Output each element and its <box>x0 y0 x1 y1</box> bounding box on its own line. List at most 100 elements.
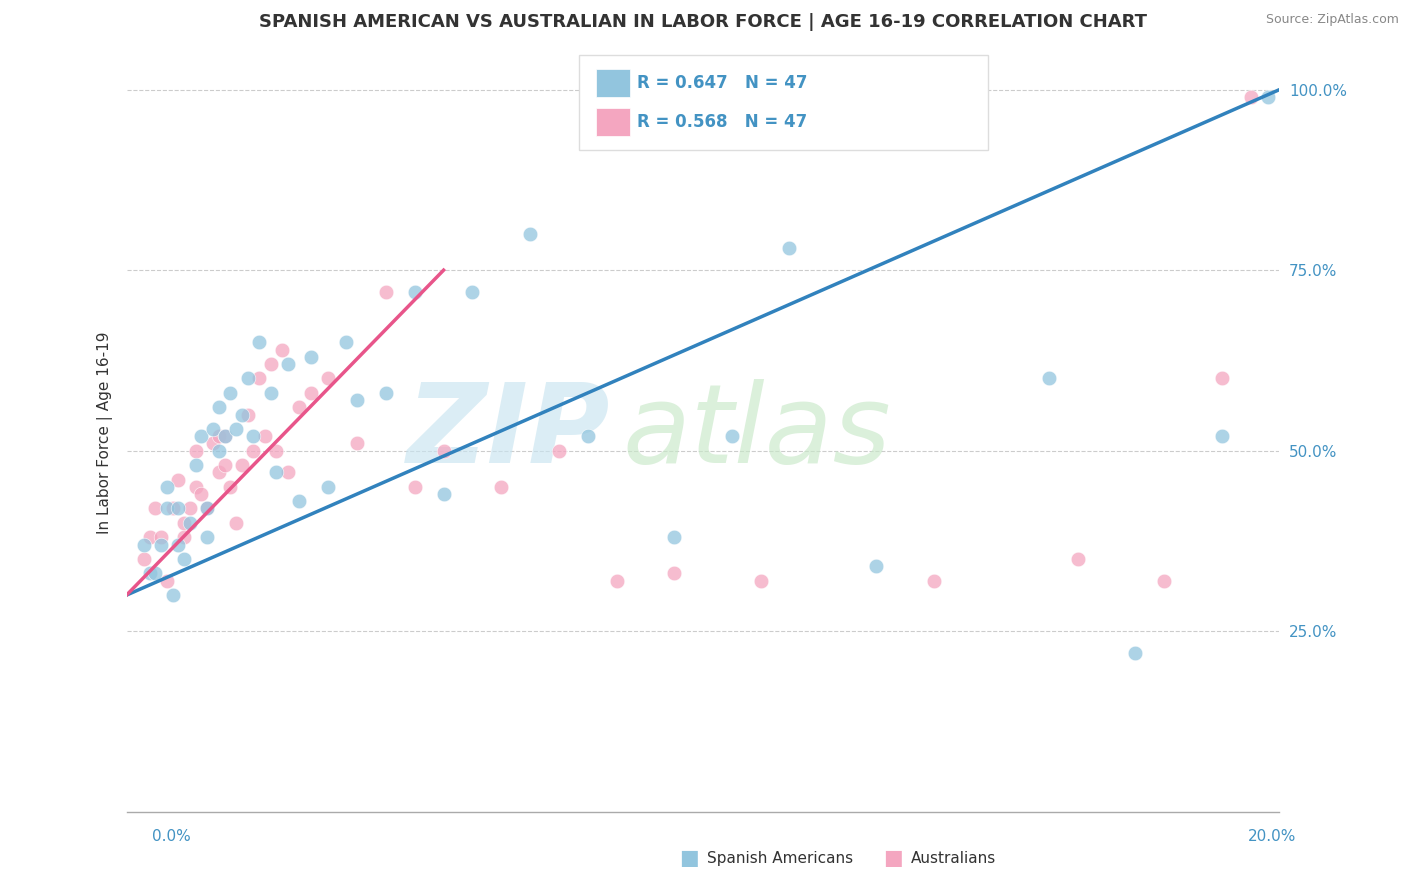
Point <box>138 566 160 581</box>
Point <box>865 559 887 574</box>
Point <box>167 537 190 551</box>
Point <box>299 350 322 364</box>
Point <box>1257 90 1279 104</box>
Point <box>271 343 294 357</box>
Point <box>1125 646 1147 660</box>
Point <box>242 429 264 443</box>
Point <box>231 458 253 472</box>
Point <box>1240 90 1263 104</box>
Point <box>184 443 207 458</box>
Point <box>404 285 426 299</box>
Point <box>318 371 340 385</box>
Point <box>208 466 231 480</box>
Point <box>156 574 179 588</box>
Point <box>162 501 184 516</box>
Point <box>173 530 195 544</box>
Point <box>150 530 173 544</box>
Point <box>266 466 288 480</box>
Point <box>138 530 160 544</box>
Text: ■: ■ <box>883 848 903 868</box>
Point <box>664 530 686 544</box>
Text: Source: ZipAtlas.com: Source: ZipAtlas.com <box>1265 13 1399 27</box>
Point <box>346 436 368 450</box>
Point <box>288 494 311 508</box>
Text: ■: ■ <box>679 848 699 868</box>
Point <box>132 552 155 566</box>
Point <box>208 443 231 458</box>
Point <box>184 480 207 494</box>
Point <box>132 537 155 551</box>
Text: ZIP: ZIP <box>408 379 610 486</box>
Point <box>162 588 184 602</box>
Point <box>225 516 247 530</box>
Point <box>277 466 299 480</box>
Point <box>519 227 541 241</box>
Point <box>1038 371 1060 385</box>
Text: 20.0%: 20.0% <box>1249 830 1296 844</box>
Point <box>491 480 513 494</box>
Point <box>208 401 231 415</box>
Point <box>461 285 484 299</box>
Point <box>167 501 190 516</box>
Point <box>346 393 368 408</box>
Point <box>922 574 945 588</box>
Text: atlas: atlas <box>623 379 891 486</box>
Point <box>433 487 456 501</box>
Point <box>779 242 801 256</box>
Point <box>214 429 236 443</box>
Point <box>664 566 686 581</box>
Text: SPANISH AMERICAN VS AUSTRALIAN IN LABOR FORCE | AGE 16-19 CORRELATION CHART: SPANISH AMERICAN VS AUSTRALIAN IN LABOR … <box>259 13 1147 31</box>
Point <box>214 458 236 472</box>
Point <box>259 385 281 400</box>
Point <box>145 566 166 581</box>
Point <box>167 473 190 487</box>
Point <box>247 335 270 350</box>
Text: R = 0.568   N = 47: R = 0.568 N = 47 <box>637 113 807 131</box>
Point <box>219 385 242 400</box>
Point <box>374 285 398 299</box>
Point <box>404 480 426 494</box>
Point <box>219 480 242 494</box>
Point <box>156 480 179 494</box>
Point <box>749 574 772 588</box>
Point <box>173 552 195 566</box>
Point <box>156 501 179 516</box>
Point <box>247 371 270 385</box>
Text: Spanish Americans: Spanish Americans <box>707 851 853 865</box>
Text: R = 0.647   N = 47: R = 0.647 N = 47 <box>637 74 807 92</box>
Point <box>179 501 201 516</box>
Point <box>1211 429 1233 443</box>
Text: 0.0%: 0.0% <box>152 830 191 844</box>
Point <box>236 371 259 385</box>
Point <box>266 443 288 458</box>
Point <box>195 501 218 516</box>
Point <box>190 429 212 443</box>
Text: Australians: Australians <box>911 851 997 865</box>
Point <box>202 422 225 436</box>
Point <box>253 429 276 443</box>
Point <box>548 443 571 458</box>
Point <box>145 501 166 516</box>
Point <box>277 357 299 371</box>
Point <box>1067 552 1090 566</box>
Point <box>208 429 231 443</box>
Point <box>236 408 259 422</box>
Point <box>288 401 311 415</box>
Point <box>374 385 398 400</box>
Point <box>242 443 264 458</box>
Point <box>202 436 225 450</box>
Point <box>576 429 599 443</box>
Point <box>150 537 173 551</box>
Point <box>1153 574 1175 588</box>
Y-axis label: In Labor Force | Age 16-19: In Labor Force | Age 16-19 <box>97 331 112 534</box>
Point <box>433 443 456 458</box>
Point <box>190 487 212 501</box>
Point <box>299 385 322 400</box>
Point <box>225 422 247 436</box>
Point <box>259 357 281 371</box>
Point <box>231 408 253 422</box>
Point <box>173 516 195 530</box>
Point <box>1211 371 1233 385</box>
Point <box>179 516 201 530</box>
Point <box>184 458 207 472</box>
